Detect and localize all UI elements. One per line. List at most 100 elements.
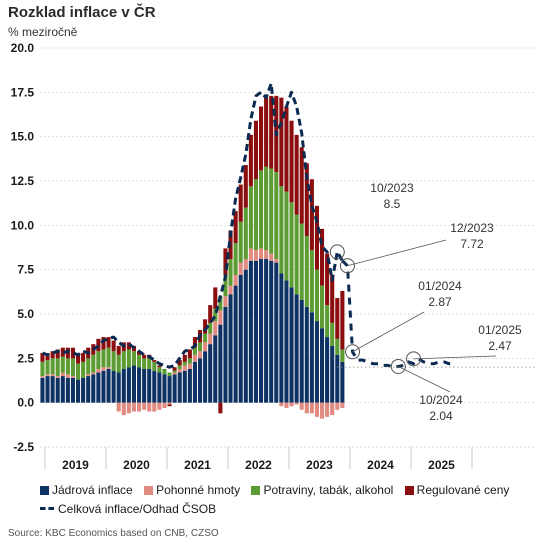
y-tick-label: 12.5 [11,174,35,188]
chart-subtitle: % meziročně [8,25,78,39]
bar-food [111,351,116,371]
bar-core [55,377,60,403]
bar-core [101,370,106,403]
bar-food [86,358,91,375]
bar-food [45,360,50,375]
bar-fuel [152,402,157,412]
y-tick-label: -2.5 [13,440,34,454]
bar-fuel [309,402,314,414]
bar-regulated [40,353,45,362]
bar-regulated [142,354,147,359]
bar-fuel [223,296,228,307]
x-tick-label: 2020 [123,458,150,472]
legend-item-food: Potraviny, tabák, alkohol [251,481,393,499]
bar-food [91,354,96,373]
bar-core [330,345,335,403]
bar-core [248,260,253,403]
bar-core [157,372,162,403]
bar-core [40,377,45,403]
bar-food [284,191,289,281]
bar-food [228,259,233,286]
bar-core [50,376,55,403]
bar-regulated [157,365,162,368]
bar-core [284,280,289,403]
bar-core [142,368,147,403]
bar-fuel [304,402,309,414]
legend-swatch-regulated [404,485,414,495]
bar-food [40,361,45,377]
bar-core [264,259,269,403]
y-tick-label: 7.5 [17,263,34,277]
bar-food [76,363,81,380]
bar-regulated [259,106,264,171]
bar-food [259,170,264,249]
bar-food [116,354,121,373]
bar-food [238,221,243,263]
bar-food [177,365,182,369]
bar-core [203,351,208,403]
total-inflation-line [41,82,344,369]
y-tick-label: 0.0 [17,396,34,410]
bar-fuel [233,274,238,286]
bar-core [304,306,309,403]
bar-regulated [269,95,274,169]
bar-core [340,361,345,403]
legend-item-core: Jádrová inflace [40,481,133,499]
bar-core [218,324,223,403]
bar-regulated [55,349,60,359]
bar-core [325,337,330,403]
x-tick-label: 2021 [184,458,211,472]
bar-core [111,370,116,403]
bar-fuel [228,285,233,295]
bar-core [309,312,314,403]
bar-food [126,349,131,368]
legend: Jádrová inflace Pohonné hmoty Potraviny,… [40,481,540,518]
bar-regulated [223,248,228,275]
bar-food [294,214,299,295]
bar-fuel [157,402,162,410]
y-tick-label: 5.0 [17,307,34,321]
bar-food [314,269,319,322]
legend-label-core: Jádrová inflace [52,483,133,497]
bar-food [330,322,335,346]
bar-fuel [147,402,152,412]
bar-fuel [269,253,274,261]
bar-core [213,335,218,403]
bar-regulated [167,404,172,407]
bar-regulated [81,353,86,362]
bar-food [304,235,309,307]
bar-fuel [182,365,187,371]
bar-core [253,260,258,403]
bar-fuel [264,250,269,260]
bar-regulated [203,319,208,334]
bar-core [182,370,187,403]
bar-core [259,259,264,403]
bar-core [116,372,121,403]
bar-regulated [309,179,314,251]
bar-core [65,377,70,403]
annotation-date: 01/2025 [478,323,522,337]
bar-regulated [325,253,330,306]
bar-core [187,368,192,403]
legend-swatch-food [251,485,261,495]
bar-regulated [320,228,325,286]
y-tick-label: 20.0 [11,41,35,55]
bar-food [218,296,223,311]
bar-core [106,368,111,403]
bar-fuel [314,402,319,417]
bar-fuel [243,259,248,270]
bar-food [106,347,111,368]
bar-core [167,376,172,403]
bar-regulated [187,349,192,359]
annotation-value: 2.04 [429,409,453,423]
bar-fuel [213,321,218,336]
bar-fuel [198,351,203,359]
x-tick-label: 2025 [428,458,455,472]
bar-fuel [40,376,45,378]
annotation-date: 01/2024 [418,279,462,293]
bar-food [203,333,208,343]
bar-regulated [289,120,294,203]
annotation-value: 2.47 [488,339,512,353]
bar-fuel [116,402,121,412]
